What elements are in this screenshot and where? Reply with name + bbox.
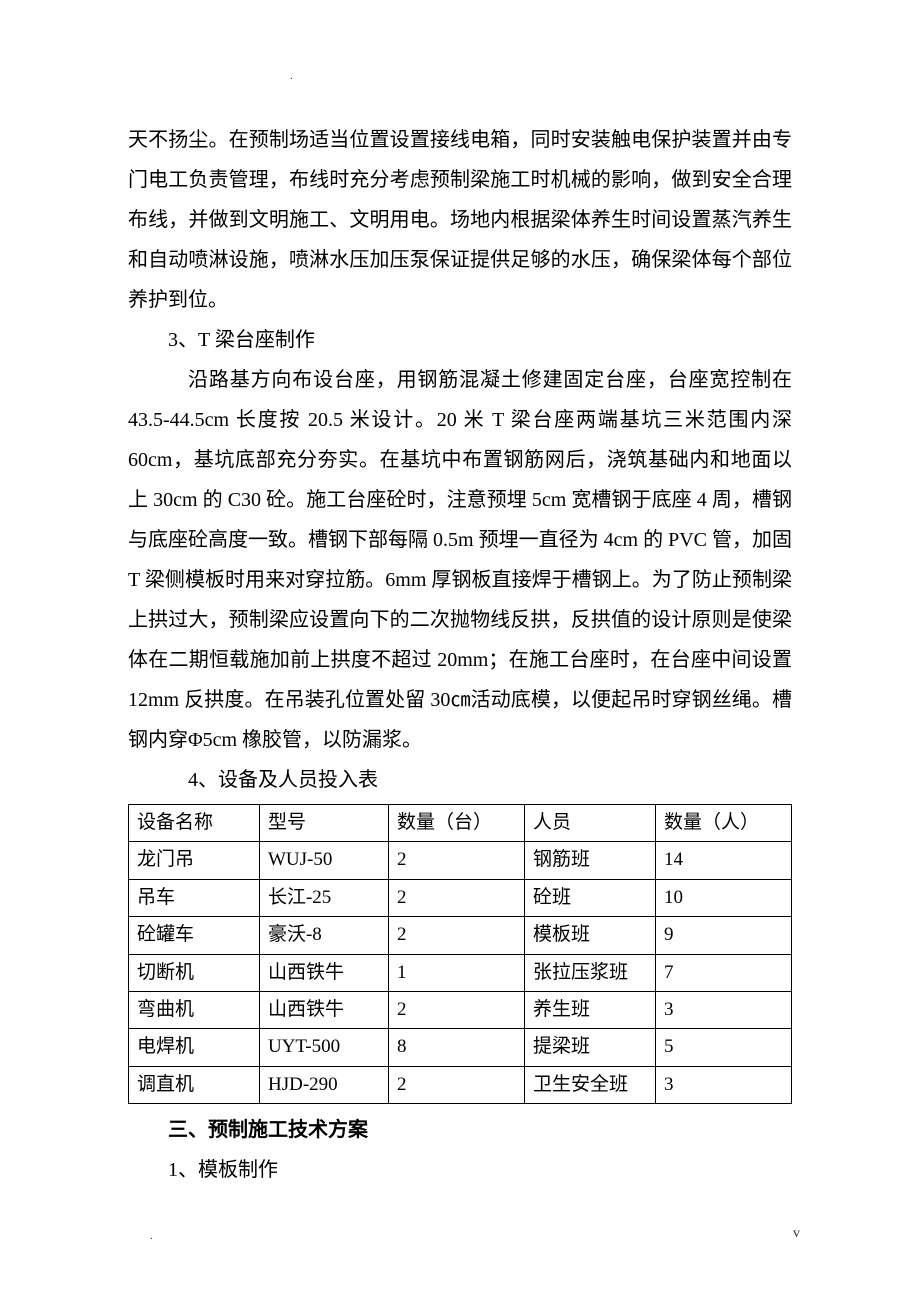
table-row: 电焊机 UYT-500 8 提梁班 5 <box>129 1029 792 1066</box>
heading-section-4: 4、设备及人员投入表 <box>128 760 792 800</box>
table-cell: 养生班 <box>524 991 655 1028</box>
paragraph-1: 天不扬尘。在预制场适当位置设置接线电箱，同时安装触电保护装置并由专门电工负责管理… <box>128 120 792 320</box>
table-cell: 8 <box>388 1029 524 1066</box>
table-header-cell: 型号 <box>259 805 388 842</box>
table-row: 龙门吊 WUJ-50 2 钢筋班 14 <box>129 842 792 879</box>
table-row: 切断机 山西铁牛 1 张拉压浆班 7 <box>129 954 792 991</box>
table-cell: 2 <box>388 917 524 954</box>
table-cell: 3 <box>655 991 791 1028</box>
table-header-row: 设备名称 型号 数量（台） 人员 数量（人） <box>129 805 792 842</box>
table-cell: 长江-25 <box>259 879 388 916</box>
table-cell: 2 <box>388 842 524 879</box>
table-cell: 吊车 <box>129 879 260 916</box>
table-cell: 14 <box>655 842 791 879</box>
table-cell: WUJ-50 <box>259 842 388 879</box>
table-cell: 7 <box>655 954 791 991</box>
table-cell: 砼罐车 <box>129 917 260 954</box>
table-row: 弯曲机 山西铁牛 2 养生班 3 <box>129 991 792 1028</box>
table-cell: 山西铁牛 <box>259 991 388 1028</box>
page-mark-bottom-right: v <box>793 1226 800 1242</box>
table-cell: 1 <box>388 954 524 991</box>
table-cell: 5 <box>655 1029 791 1066</box>
table-cell: HJD-290 <box>259 1066 388 1103</box>
table-header-cell: 数量（台） <box>388 805 524 842</box>
table-cell: 9 <box>655 917 791 954</box>
table-cell: 卫生安全班 <box>524 1066 655 1103</box>
table-cell: UYT-500 <box>259 1029 388 1066</box>
table-cell: 2 <box>388 991 524 1028</box>
table-cell: 豪沃-8 <box>259 917 388 954</box>
table-header-cell: 人员 <box>524 805 655 842</box>
section-3-item-1: 1、模板制作 <box>128 1150 792 1190</box>
table-cell: 2 <box>388 1066 524 1103</box>
paragraph-3: 沿路基方向布设台座，用钢筋混凝土修建固定台座，台座宽控制在 43.5-44.5c… <box>128 360 792 760</box>
table-cell: 张拉压浆班 <box>524 954 655 991</box>
table-cell: 切断机 <box>129 954 260 991</box>
table-cell: 3 <box>655 1066 791 1103</box>
table-cell: 电焊机 <box>129 1029 260 1066</box>
page-mark-top: . <box>290 70 293 82</box>
table-row: 吊车 长江-25 2 砼班 10 <box>129 879 792 916</box>
table-row: 调直机 HJD-290 2 卫生安全班 3 <box>129 1066 792 1103</box>
document-content: 天不扬尘。在预制场适当位置设置接线电箱，同时安装触电保护装置并由专门电工负责管理… <box>128 120 792 1190</box>
table-cell: 10 <box>655 879 791 916</box>
page-mark-bottom-left: . <box>150 1230 153 1242</box>
table-cell: 弯曲机 <box>129 991 260 1028</box>
heading-major-section-3: 三、预制施工技术方案 <box>128 1110 792 1150</box>
equipment-personnel-table: 设备名称 型号 数量（台） 人员 数量（人） 龙门吊 WUJ-50 2 钢筋班 … <box>128 804 792 1104</box>
table-cell: 提梁班 <box>524 1029 655 1066</box>
table-cell: 调直机 <box>129 1066 260 1103</box>
table-cell: 龙门吊 <box>129 842 260 879</box>
heading-section-3: 3、T 梁台座制作 <box>128 320 792 360</box>
table-header-cell: 数量（人） <box>655 805 791 842</box>
table-cell: 山西铁牛 <box>259 954 388 991</box>
table-cell: 模板班 <box>524 917 655 954</box>
table-cell: 钢筋班 <box>524 842 655 879</box>
table-cell: 砼班 <box>524 879 655 916</box>
table-row: 砼罐车 豪沃-8 2 模板班 9 <box>129 917 792 954</box>
table-header-cell: 设备名称 <box>129 805 260 842</box>
table-cell: 2 <box>388 879 524 916</box>
